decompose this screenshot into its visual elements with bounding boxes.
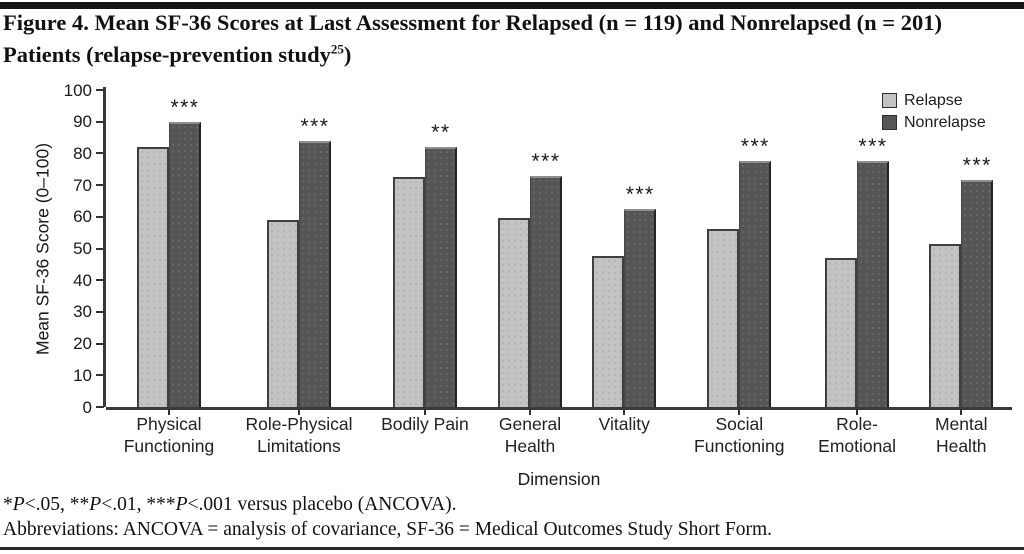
bar-relapse [707,229,740,407]
bar-nonrelapse [530,175,562,407]
y-tick-label: 70 [73,175,92,195]
bar-relapse [136,147,169,407]
y-tick [96,310,104,313]
legend-swatch-relapse [882,93,897,108]
significance-marker: *** [170,95,200,119]
bar-nonrelapse [739,161,772,407]
y-tick-label: 100 [63,80,92,100]
y-tick-label: 60 [73,207,92,227]
bar-group: *** [707,90,772,407]
x-tick [423,410,426,415]
y-tick [96,342,104,345]
x-tick [529,410,531,415]
x-tick [297,410,300,415]
bar-relapse [392,177,425,407]
significance-marker: *** [858,135,888,159]
bar-relapse [498,218,530,407]
y-tick-label: 0 [82,397,92,417]
y-tick [96,120,104,123]
x-tick [623,410,626,415]
y-tick-label: 90 [73,112,92,132]
y-tick-label: 10 [73,365,92,385]
x-tick [856,410,859,415]
y-tick [96,247,104,250]
bar-nonrelapse [857,161,890,407]
legend: Relapse Nonrelapse [882,93,986,137]
x-tick [738,410,741,415]
significance-marker: ** [431,121,451,145]
significance-marker: *** [740,135,770,159]
title-superscript: 25 [330,41,344,56]
x-category-label: General Health [498,414,562,456]
legend-label: Relapse [904,92,963,109]
significance-marker: *** [962,154,992,178]
y-tick [96,406,104,408]
y-tick-label: 80 [73,143,92,163]
significance-marker: *** [300,114,330,138]
bar-nonrelapse [624,208,657,407]
bar-group: *** [498,90,562,407]
bar-group: *** [592,90,657,407]
y-tick [96,152,104,155]
bar-relapse [592,256,625,407]
x-category-label: Role-Physical Limitations [245,414,353,456]
plot-area: 0 10 20 30 40 50 60 70 80 90 100 *** *** ** *** *** *** *… [64,81,1012,417]
y-tick-label: 30 [73,302,92,322]
significance-marker: *** [531,149,561,173]
footnote-abbreviations: Abbreviations: ANCOVA = analysis of cova… [3,519,773,540]
bar-relapse [266,219,299,407]
figure-title: Figure 4. Mean SF-36 Scores at Last Asse… [3,10,1013,68]
y-tick-label: 20 [73,334,92,354]
x-category-label: Social Functioning [694,414,785,456]
y-tick [96,374,104,377]
title-line-2: Patients (relapse-prevention study25) [3,41,352,67]
bar-nonrelapse [424,147,457,407]
legend-item-relapse: Relapse [882,92,986,109]
bar-group: *** [825,90,890,407]
y-tick [96,89,104,91]
bar-nonrelapse [298,140,331,407]
y-tick [96,279,104,282]
x-category-label: Mental Health [934,414,988,456]
x-category-label: Role- Emotional [818,414,896,456]
top-rule [0,2,1024,9]
legend-item-nonrelapse: Nonrelapse [882,114,986,131]
bar-nonrelapse [961,180,994,407]
footnote-significance: *P<.05, **P<.01, ***P<.001 versus placeb… [3,494,457,515]
bar-relapse [929,243,962,407]
x-tick [167,410,170,415]
x-tick [960,410,963,415]
y-tick-label: 40 [73,270,92,290]
y-tick-label: 50 [73,239,92,258]
significance-marker: *** [625,182,655,206]
y-axis-line [103,87,106,407]
bar-group: *** [266,90,331,407]
y-tick [96,184,104,187]
x-category-labels: Physical Functioning Role-Physical Limita… [106,413,1012,461]
x-category-label: Bodily Pain [381,414,469,434]
bar-relapse [825,258,858,407]
bottom-rule [0,547,1024,550]
bar-nonrelapse [168,121,201,407]
legend-label: Nonrelapse [904,114,986,131]
x-category-label: Physical Functioning [123,414,215,456]
x-axis-title: Dimension [517,469,601,489]
title-line-1: Figure 4. Mean SF-36 Scores at Last Asse… [3,10,942,35]
legend-swatch-nonrelapse [882,115,897,130]
bar-group: ** [392,90,457,407]
bar-group: *** [929,90,994,407]
bar-group: *** [136,90,201,407]
x-category-label: Vitality [598,414,650,434]
y-tick [96,215,104,218]
